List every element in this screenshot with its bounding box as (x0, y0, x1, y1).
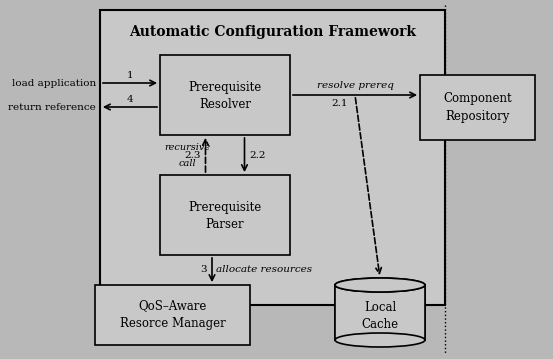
Ellipse shape (335, 278, 425, 292)
Text: Resorce Manager: Resorce Manager (119, 317, 226, 331)
Text: Resolver: Resolver (199, 98, 251, 112)
Text: Prerequisite: Prerequisite (189, 200, 262, 214)
Text: 4: 4 (127, 95, 133, 104)
Bar (95, 285, 250, 345)
Text: Cache: Cache (362, 318, 399, 331)
Text: load application: load application (12, 79, 96, 88)
Text: 2.3: 2.3 (184, 150, 201, 159)
Text: allocate resources: allocate resources (216, 266, 312, 275)
Ellipse shape (335, 333, 425, 347)
Text: return reference: return reference (8, 103, 96, 112)
Bar (100, 10, 445, 305)
Text: Automatic Configuration Framework: Automatic Configuration Framework (129, 25, 416, 39)
Text: 1: 1 (127, 70, 133, 79)
Bar (420, 75, 535, 140)
Text: 2.1: 2.1 (332, 99, 348, 108)
Bar (160, 55, 290, 135)
Text: Parser: Parser (206, 219, 244, 232)
Text: QoS–Aware: QoS–Aware (138, 299, 207, 312)
Text: 3: 3 (200, 266, 207, 275)
Text: Local: Local (364, 301, 396, 314)
Text: Component: Component (443, 92, 512, 105)
Text: call: call (179, 159, 196, 168)
Text: Repository: Repository (445, 110, 510, 123)
Text: 2.2: 2.2 (249, 150, 266, 159)
Text: resolve prereq: resolve prereq (316, 80, 393, 89)
Text: Prerequisite: Prerequisite (189, 80, 262, 93)
Ellipse shape (335, 278, 425, 292)
Bar (160, 175, 290, 255)
Text: recursive: recursive (164, 143, 211, 151)
Bar (335, 285, 425, 340)
